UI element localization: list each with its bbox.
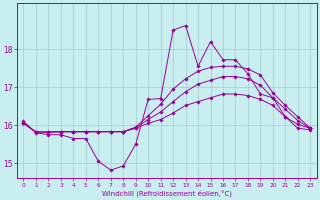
X-axis label: Windchill (Refroidissement éolien,°C): Windchill (Refroidissement éolien,°C) xyxy=(102,189,232,197)
